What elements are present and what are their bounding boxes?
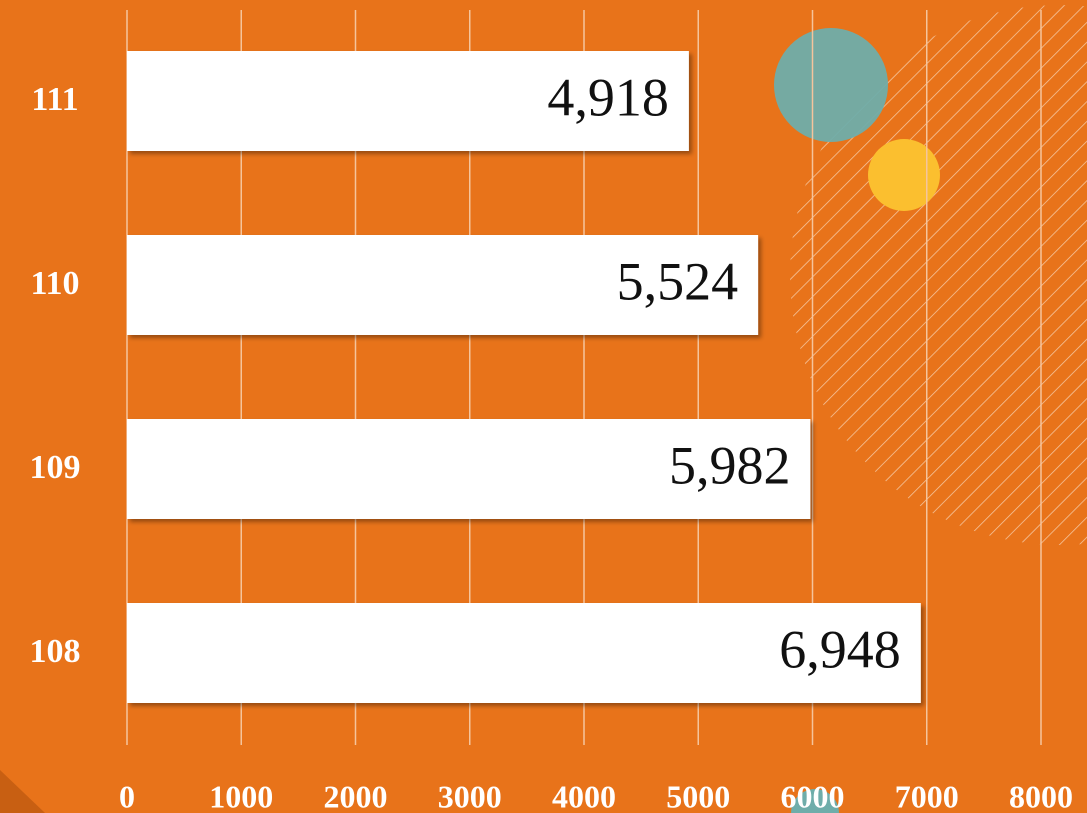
value-label: 5,524: [617, 251, 739, 311]
y-tick-label: 111: [31, 81, 78, 118]
x-tick-label: 4000: [552, 778, 616, 813]
value-label: 4,918: [547, 67, 669, 127]
x-tick-label: 1000: [209, 778, 273, 813]
y-tick-label: 110: [30, 265, 79, 302]
x-tick-label: 5000: [666, 778, 730, 813]
teal-circle: [774, 28, 888, 142]
x-tick-label: 8000: [1009, 778, 1073, 813]
value-label: 5,982: [669, 435, 791, 495]
x-tick-label: 2000: [324, 778, 388, 813]
chart: 0 1000 2000 3000 4000 5000 6000 7000 8000 111 4,91…: [0, 0, 1087, 813]
yellow-circle: [868, 139, 940, 211]
y-tick-label: 108: [30, 633, 81, 670]
x-tick-label: 6000: [781, 778, 845, 813]
x-tick-label: 7000: [895, 778, 959, 813]
x-tick-label: 3000: [438, 778, 502, 813]
x-tick-label: 0: [119, 778, 135, 813]
value-label: 6,948: [779, 619, 901, 679]
y-tick-label: 109: [30, 449, 81, 486]
